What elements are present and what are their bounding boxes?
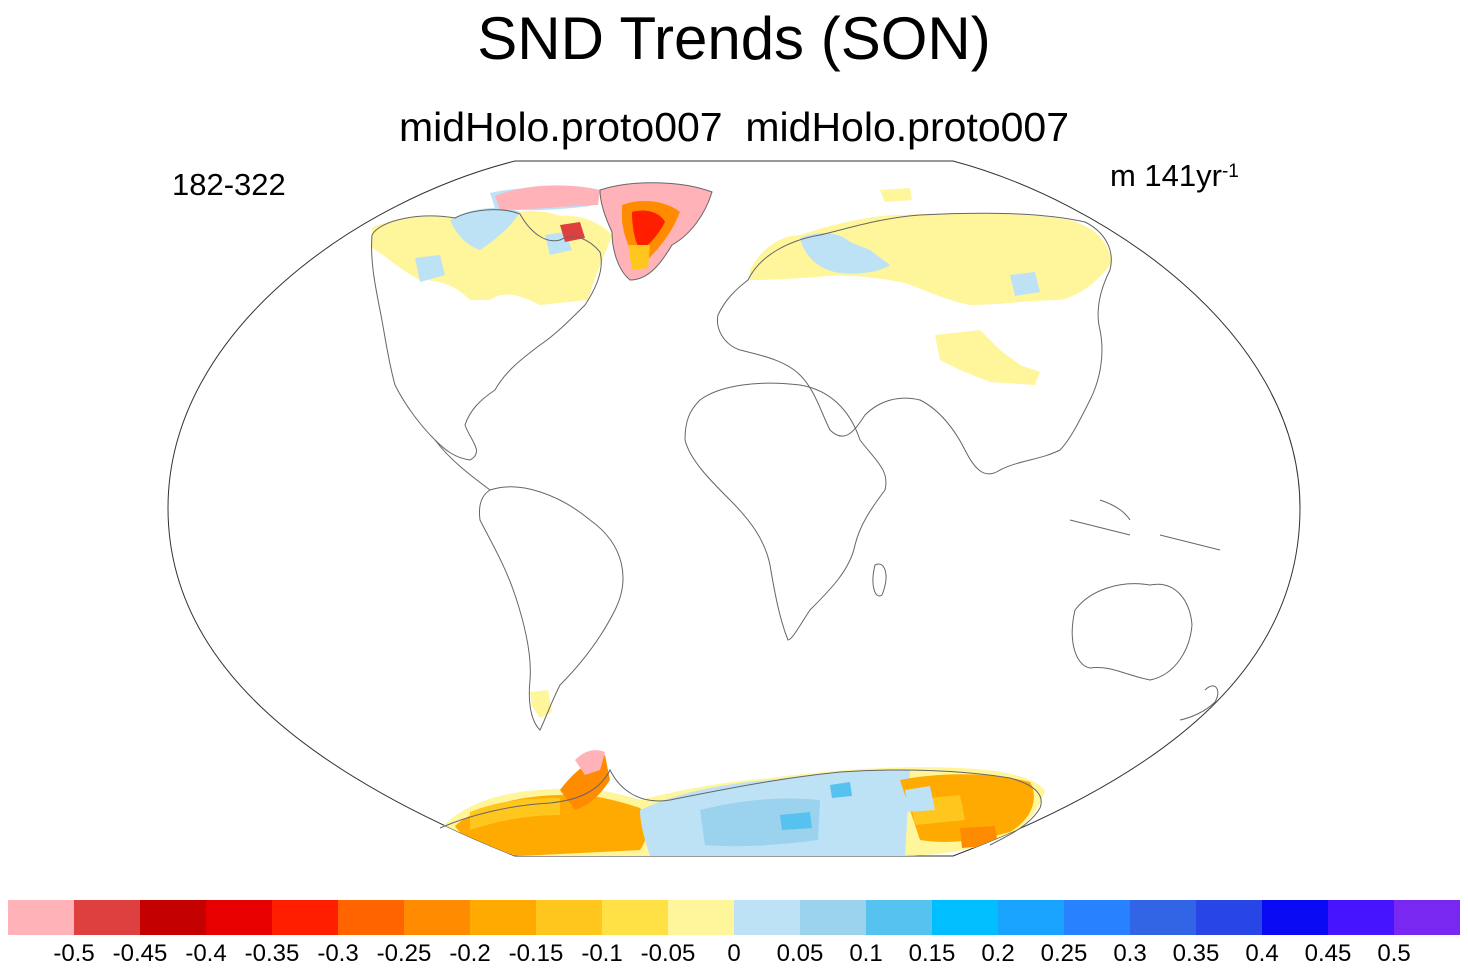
- coastline-australia: [1071, 583, 1193, 681]
- colorbar-tick-label: 0.1: [849, 940, 883, 967]
- colorbar-tick-label: 0: [727, 940, 741, 967]
- coastlines: [371, 182, 1221, 846]
- colorbar-cell: [602, 900, 668, 935]
- colorbar-cell: [272, 900, 338, 935]
- colorbar-tick-label: -0.15: [508, 940, 564, 967]
- coastline-eurasia: [716, 212, 1112, 475]
- coastline-greenland: [599, 182, 713, 281]
- colorbar-ticks: -0.5 -0.45 -0.4 -0.35 -0.3 -0.25 -0.2 -0.15 -0.1…: [0, 940, 1468, 972]
- colorbar-tick-label: -0.1: [581, 940, 623, 967]
- period-label: 182-322: [172, 167, 286, 202]
- colorbar-tick-label: -0.2: [449, 940, 491, 967]
- colorbar-cell: [998, 900, 1064, 935]
- colorbar-cell: [470, 900, 536, 935]
- north-america-trend-field: [372, 185, 612, 305]
- colorbar-tick-label: 0.4: [1245, 940, 1279, 967]
- antarctica-trend-field: [440, 750, 1045, 856]
- colorbar-cell: [1130, 900, 1196, 935]
- colorbar-cell: [734, 900, 800, 935]
- colorbar-cell: [338, 900, 404, 935]
- eurasia-trend-field: [750, 188, 1112, 385]
- colorbar-cell: [1262, 900, 1328, 935]
- coastline-indonesia: [1069, 499, 1221, 551]
- coastline-antarctica: [439, 768, 1042, 846]
- greenland-trend-field: [560, 182, 712, 280]
- colorbar-cell: [668, 900, 734, 935]
- colorbar-tick-label: 0.25: [1040, 940, 1088, 967]
- colorbar-tick-label: -0.35: [244, 940, 300, 967]
- chart-title: SND Trends (SON): [477, 5, 991, 72]
- coastline-central-america: [434, 439, 491, 491]
- colorbar-cell: [800, 900, 866, 935]
- patagonia-trend-field: [530, 690, 552, 718]
- colorbar-tick-label: -0.3: [317, 940, 359, 967]
- colorbar-tick-label: 0.2: [981, 940, 1015, 967]
- units-label: m 141yr-1: [1110, 157, 1239, 195]
- units-exponent: -1: [1221, 161, 1239, 182]
- coastline-madagascar: [872, 563, 887, 597]
- colorbar-tick-label: 0.3: [1113, 940, 1147, 967]
- colorbar-tick-label: 0.45: [1304, 940, 1352, 967]
- colorbar-cell: [1064, 900, 1130, 935]
- colorbar-tick-label: 0.05: [776, 940, 824, 967]
- colorbar: [8, 900, 1460, 935]
- units-base: m 141yr: [1110, 158, 1222, 193]
- coastline-africa: [684, 382, 887, 641]
- coastline-south-america: [479, 486, 624, 731]
- colorbar-cell: [932, 900, 998, 935]
- colorbar-cell: [74, 900, 140, 935]
- coastline-new-zealand: [1179, 685, 1219, 721]
- colorbar-cell: [8, 900, 74, 935]
- colorbar-cell: [866, 900, 932, 935]
- colorbar-tick-label: -0.4: [185, 940, 227, 967]
- map-boundary: [167, 160, 1301, 857]
- colorbar-cell: [536, 900, 602, 935]
- colorbar-tick-label: 0.5: [1377, 940, 1411, 967]
- colorbar-cell: [1196, 900, 1262, 935]
- colorbar-tick-label: -0.05: [640, 940, 696, 967]
- colorbar-tick-label: 0.35: [1172, 940, 1220, 967]
- coastline-north-america: [371, 209, 602, 461]
- colorbar-cell: [206, 900, 272, 935]
- colorbar-cell: [1394, 900, 1460, 935]
- colorbar-tick-label: -0.25: [376, 940, 432, 967]
- colorbar-cell: [1328, 900, 1394, 935]
- colorbar-cell: [404, 900, 470, 935]
- colorbar-cell: [140, 900, 206, 935]
- colorbar-tick-label: -0.5: [53, 940, 95, 967]
- colorbar-tick-label: 0.15: [908, 940, 956, 967]
- chart-subtitle: midHolo.proto007 midHolo.proto007: [398, 104, 1070, 150]
- colorbar-tick-label: -0.45: [112, 940, 168, 967]
